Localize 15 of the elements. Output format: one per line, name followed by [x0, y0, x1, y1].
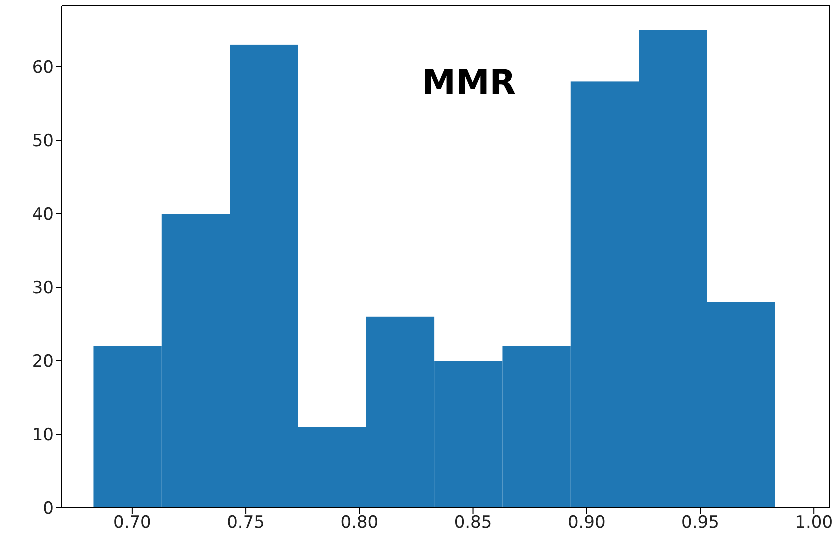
y-tick-label: 10 — [32, 426, 54, 446]
text: MMR — [422, 63, 516, 103]
x-tick-label: 1.00 — [795, 513, 834, 534]
y-tick-label: 40 — [32, 205, 54, 226]
y-tick-label: 50 — [32, 132, 54, 152]
y-tick-label: 30 — [32, 278, 54, 299]
x-tick-label: 0.95 — [682, 513, 720, 534]
x-tick-label: 0.80 — [340, 513, 379, 534]
x-tick-label: 0.90 — [568, 513, 606, 534]
y-tick-label: 60 — [32, 58, 54, 78]
x-tick-label: 0.75 — [227, 513, 265, 534]
x-tick-label: 0.70 — [114, 513, 152, 534]
y-tick-label: 20 — [32, 352, 54, 372]
x-tick-label: 0.85 — [454, 513, 492, 534]
y-tick-label: 0 — [43, 499, 54, 520]
